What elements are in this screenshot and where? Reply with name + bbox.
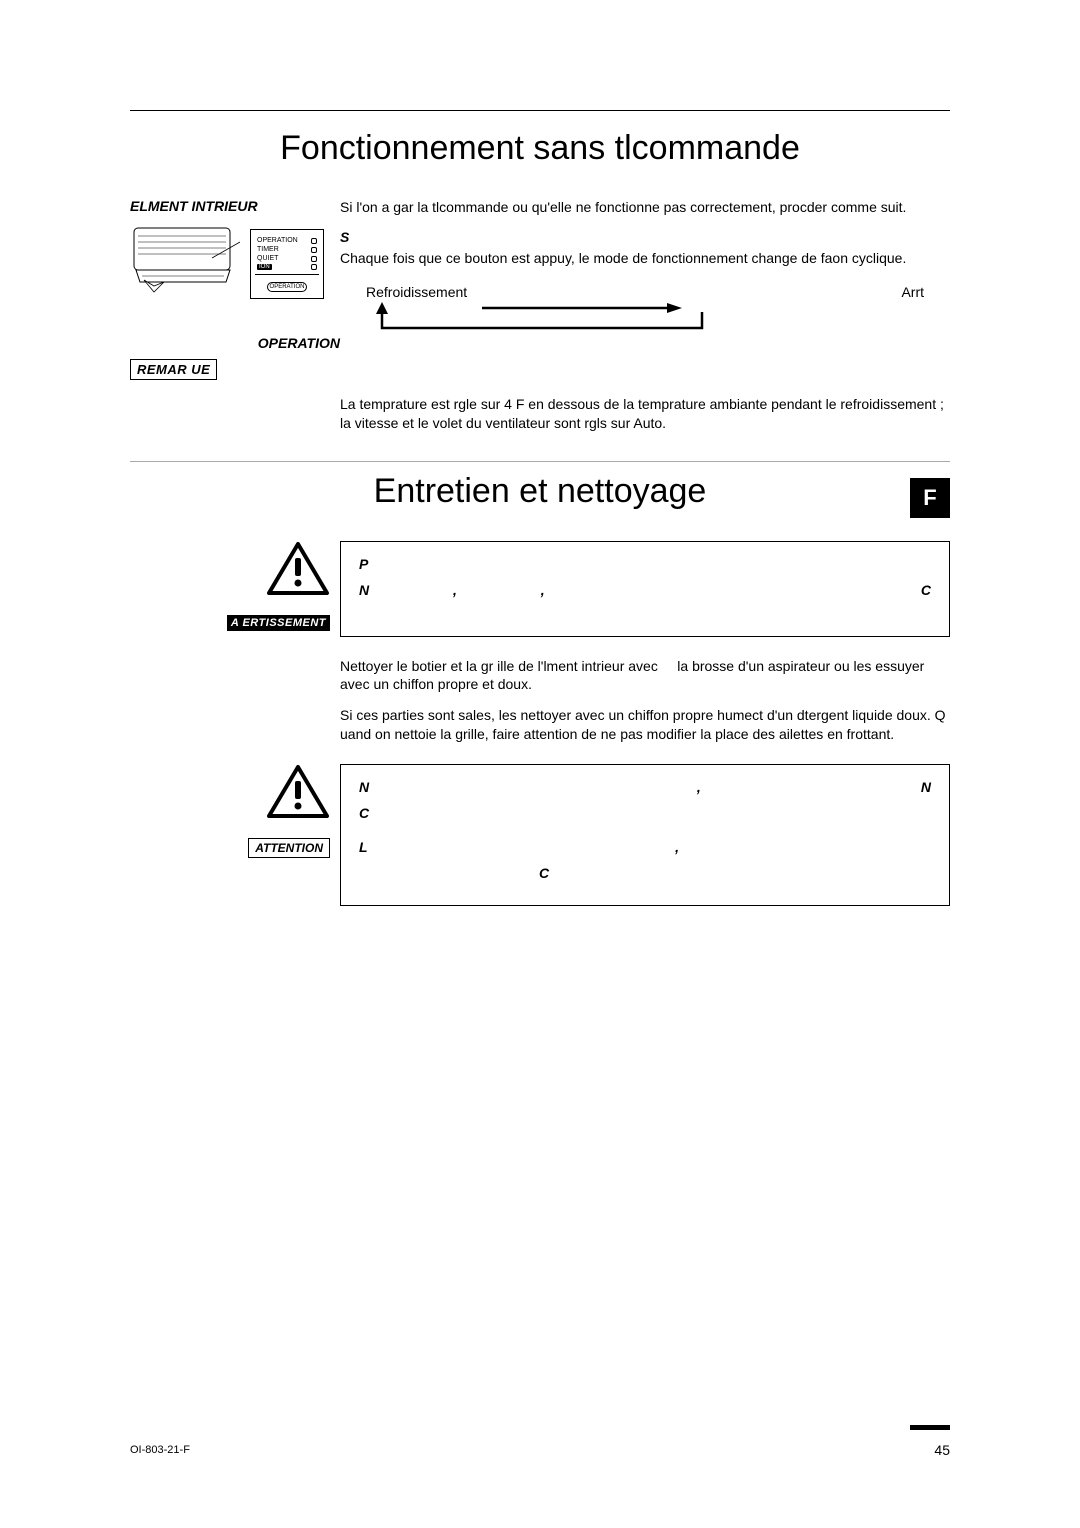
cycle-mode-cooling: Refroidissement xyxy=(366,284,467,300)
cycle-mode-stop: Arrt xyxy=(901,284,924,300)
led-icon xyxy=(311,247,317,253)
cycle-description: Chaque fois que ce bouton est appuy, le … xyxy=(340,249,950,268)
attention-block: ATTENTION N , N C L , C xyxy=(130,764,950,906)
attention-label: ATTENTION xyxy=(248,838,330,858)
intro-paragraph: Si l'on a gar la tlcommande ou qu'elle n… xyxy=(340,198,950,217)
operation-button-pointer-label: OPERATION xyxy=(130,335,340,351)
document-code: OI-803-21-F xyxy=(130,1444,190,1456)
attn-line-1: N , N xyxy=(359,779,931,795)
warn-line-1: P xyxy=(359,556,931,572)
ion-badge: ION xyxy=(257,264,272,270)
warning-triangle-icon xyxy=(266,541,330,597)
control-panel-callout: OPERATION TIMER QUIET ION OPERATION xyxy=(250,229,324,299)
panel-led-label: TIMER xyxy=(257,246,279,253)
mid-rule xyxy=(130,461,950,462)
attn-line-3: L , xyxy=(359,839,931,855)
top-rule xyxy=(130,110,950,111)
mode-cycle-diagram: Refroidissement Arrt xyxy=(340,280,950,353)
attention-box: N , N C L , C xyxy=(340,764,950,906)
led-icon xyxy=(311,238,317,244)
attn-line-4: C xyxy=(359,865,931,881)
page-footer: OI-803-21-F 45 xyxy=(130,1442,950,1458)
footer-bar xyxy=(910,1425,950,1430)
section-operation: ELMENT INTRIEUR OPERATION TIMER QUIET IO… xyxy=(130,198,950,445)
section-tab-f: F xyxy=(910,478,950,518)
indoor-unit-label: ELMENT INTRIEUR xyxy=(130,198,340,214)
avertissement-label: A ERTISSEMENT xyxy=(227,615,330,631)
heading-care-cleaning: Entretien et nettoyage xyxy=(130,472,950,511)
page-number: 45 xyxy=(934,1442,950,1458)
heading-operation-without-remote: Fonctionnement sans tlcommande xyxy=(130,129,950,168)
cleaning-paragraph-1: Nettoyer le botier et la gr ille de l'lm… xyxy=(340,657,950,695)
warning-triangle-icon xyxy=(266,764,330,820)
panel-led-label: QUIET xyxy=(257,255,278,262)
cleaning-paragraph-2: Si ces parties sont sales, les nettoyer … xyxy=(340,706,950,744)
warn-line-2: N , , C xyxy=(359,582,931,598)
operation-button-diagram: OPERATION xyxy=(267,282,308,292)
indoor-unit-diagram: OPERATION TIMER QUIET ION OPERATION xyxy=(130,222,340,299)
attn-line-2: C xyxy=(359,805,931,821)
warning-box: P N , , C xyxy=(340,541,950,637)
led-icon xyxy=(311,264,317,270)
subheading-s: S xyxy=(340,229,950,245)
led-icon xyxy=(311,256,317,262)
remark-text: La temprature est rgle sur 4 F en dessou… xyxy=(340,395,950,433)
panel-led-label: OPERATION xyxy=(257,237,298,244)
warning-block: A ERTISSEMENT P N , , C xyxy=(130,541,950,637)
remark-label-box: REMAR UE xyxy=(130,359,217,380)
